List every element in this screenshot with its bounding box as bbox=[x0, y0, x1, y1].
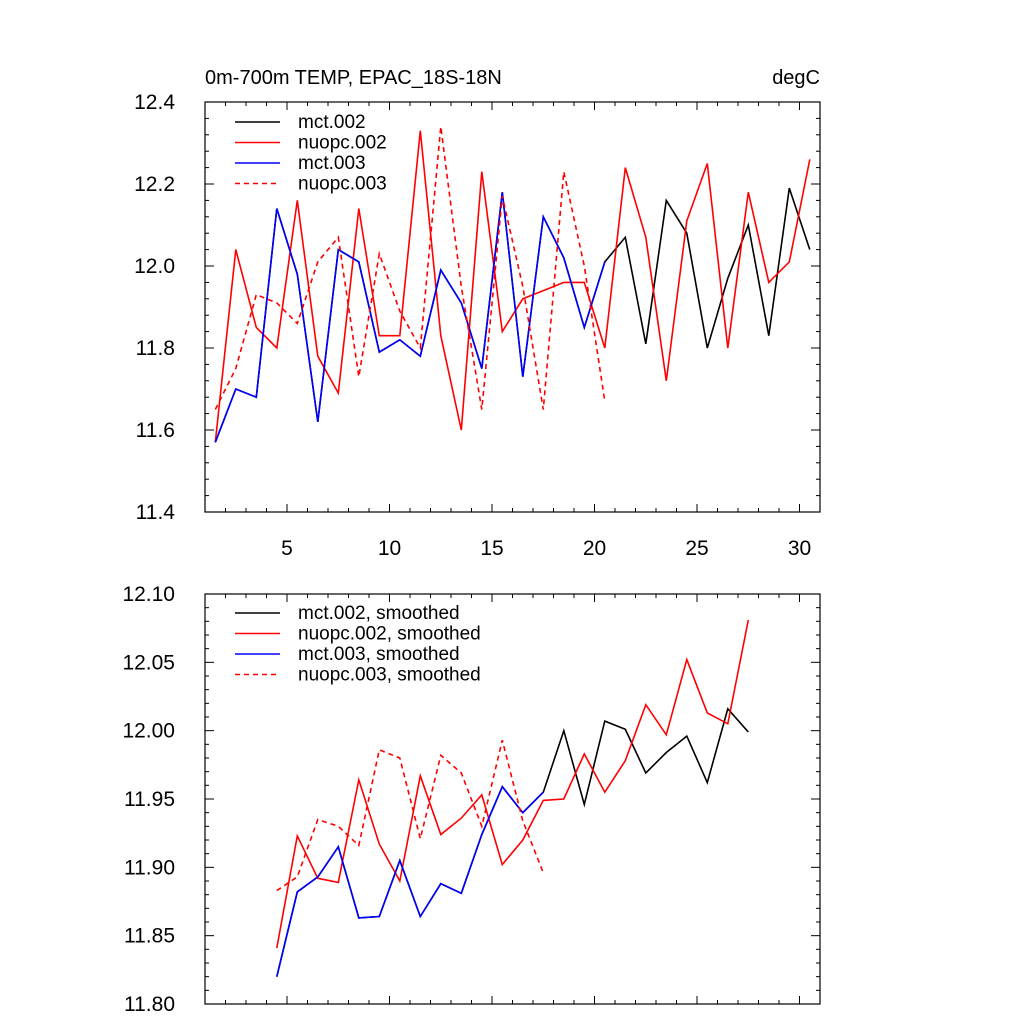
legend-label-mct-003-smoothed: mct.003, smoothed bbox=[298, 644, 460, 665]
bottom-panel: 11.80 11.85 11.90 11.95 12.00 12.05 12.10 mct.0… bbox=[122, 583, 821, 1016]
y-tick-label: 12.05 bbox=[122, 651, 175, 674]
series-line-mct-003 bbox=[214, 192, 606, 443]
legend-label-mct-002-smoothed: mct.002, smoothed bbox=[298, 603, 460, 624]
series-line-mct-002-smoothed bbox=[276, 707, 749, 977]
top-panel: 5 10 15 20 25 30 11.4 11.6 11.8 12.0 12.2 12.4 0m-70… bbox=[134, 67, 821, 560]
y-tick-label: 11.4 bbox=[136, 501, 176, 524]
series-line-mct-003-smoothed bbox=[276, 785, 544, 977]
y-tick-label: 11.85 bbox=[124, 925, 175, 948]
legend-label-mct-003: mct.003 bbox=[298, 153, 366, 174]
y-tick-label: 12.10 bbox=[122, 583, 175, 606]
legend-label-nuopc-002-smoothed: nuopc.002, smoothed bbox=[298, 624, 481, 645]
legend-label-mct-002: mct.002 bbox=[298, 112, 366, 133]
legend-label-nuopc-002: nuopc.002 bbox=[298, 133, 387, 154]
y-tick-label: 12.0 bbox=[134, 255, 175, 278]
legend-label-nuopc-003-smoothed: nuopc.003, smoothed bbox=[298, 665, 481, 686]
y-tick-label: 12.00 bbox=[122, 720, 175, 743]
x-tick-label: 25 bbox=[685, 537, 708, 560]
y-tick-label: 11.90 bbox=[124, 856, 175, 879]
chart-title-right: degC bbox=[772, 67, 820, 89]
y-tick-label: 11.8 bbox=[136, 337, 175, 360]
series-line-nuopc-002 bbox=[214, 130, 811, 443]
y-tick-label: 11.6 bbox=[136, 419, 175, 442]
chart-title-left: 0m-700m TEMP, EPAC_18S-18N bbox=[205, 67, 502, 89]
legend-label-nuopc-003: nuopc.003 bbox=[298, 174, 387, 195]
x-tick-label: 10 bbox=[378, 537, 401, 560]
y-tick-label: 12.4 bbox=[134, 91, 175, 114]
x-tick-label: 30 bbox=[788, 537, 811, 560]
series-line-nuopc-002-smoothed bbox=[276, 619, 750, 949]
series-line-nuopc-003-smoothed bbox=[276, 740, 545, 892]
x-tick-label: 15 bbox=[480, 537, 503, 560]
x-tick-label: 20 bbox=[583, 537, 606, 560]
y-tick-label: 11.95 bbox=[124, 788, 175, 811]
y-tick-label: 11.80 bbox=[124, 993, 175, 1016]
x-tick-label: 5 bbox=[281, 537, 293, 560]
series-line-nuopc-003 bbox=[214, 126, 606, 410]
y-tick-label: 12.2 bbox=[134, 173, 175, 196]
